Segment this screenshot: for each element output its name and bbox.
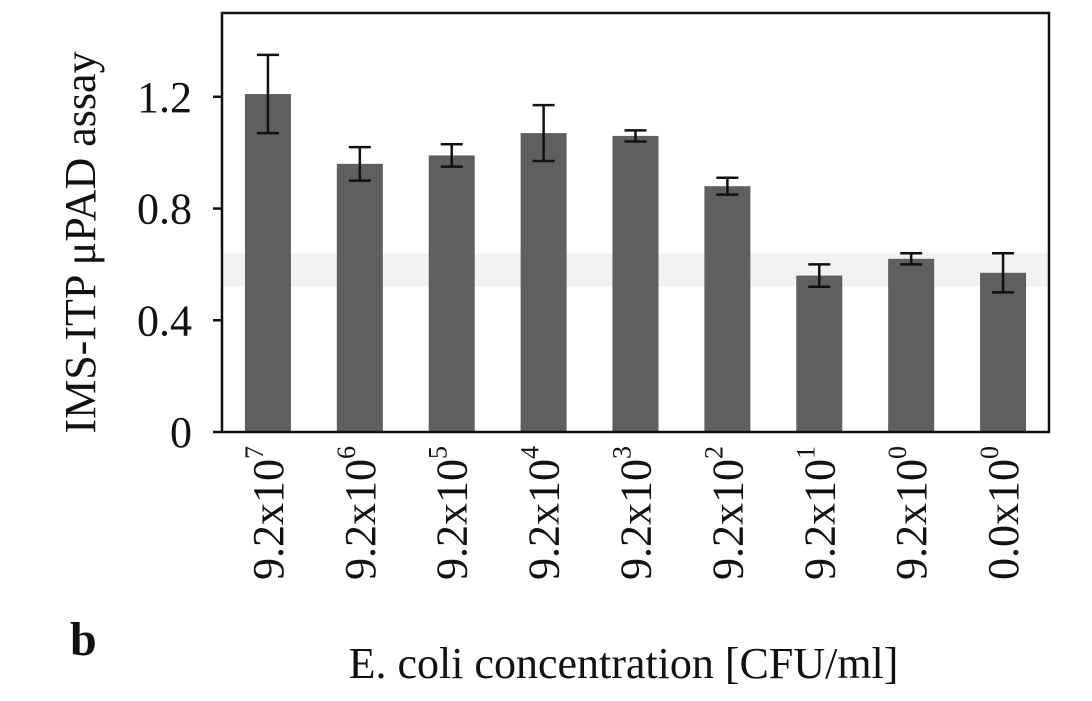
- bar: [796, 275, 843, 432]
- bar: [888, 258, 935, 432]
- y-tick-label: 0.8: [137, 185, 192, 234]
- x-tick-label: 9.2x101: [791, 446, 844, 580]
- error-bar: [716, 176, 739, 196]
- x-tick-label: 9.2x104: [516, 446, 569, 580]
- x-tick-exponent: 0: [975, 446, 1004, 459]
- y-axis-title: IMS-ITP μPAD assay: [56, 51, 105, 433]
- plot-frame: [220, 11, 1051, 434]
- x-tick-exponent: 1: [791, 446, 820, 459]
- bar: [704, 186, 751, 432]
- error-bar: [532, 103, 555, 163]
- x-tick-exponent: 5: [424, 446, 453, 459]
- y-axis: 0 0.4 0.8 1.2: [137, 73, 222, 457]
- x-tick-exponent: 7: [240, 446, 269, 459]
- x-axis: 9.2x1079.2x1069.2x1059.2x1049.2x1039.2x1…: [240, 446, 1028, 580]
- bar: [612, 135, 659, 432]
- x-tick-mantissa: 9.2x10: [520, 459, 569, 580]
- y-tick-label: 0: [170, 408, 192, 457]
- x-tick-mantissa: 9.2x10: [244, 459, 293, 580]
- x-axis-title: E. coli concentration [CFU/ml]: [349, 639, 899, 688]
- x-tick-exponent: 4: [516, 446, 545, 459]
- bar: [520, 133, 567, 432]
- y-tick-label: 1.2: [137, 73, 192, 122]
- x-tick-label: 9.2x106: [332, 446, 385, 580]
- y-tick-label: 0.4: [137, 296, 192, 345]
- x-tick-label: 9.2x102: [699, 446, 752, 580]
- bar: [428, 155, 475, 432]
- x-tick-label: 9.2x107: [240, 446, 293, 580]
- error-bar: [348, 145, 371, 182]
- x-tick-mantissa: 9.2x10: [703, 459, 752, 580]
- error-bar: [256, 53, 279, 135]
- x-tick-exponent: 3: [608, 446, 637, 459]
- x-tick-label: 9.2x103: [608, 446, 661, 580]
- x-tick-mantissa: 9.2x10: [428, 459, 477, 580]
- bar: [244, 94, 291, 433]
- x-tick-mantissa: 9.2x10: [887, 459, 936, 580]
- error-bars-group: [256, 53, 1015, 294]
- error-bar: [624, 129, 647, 143]
- x-tick-exponent: 0: [883, 446, 912, 459]
- x-tick-label: 9.2x100: [883, 446, 936, 580]
- x-tick-mantissa: 0.0x10: [979, 459, 1028, 580]
- x-tick-mantissa: 9.2x10: [336, 459, 385, 580]
- x-tick-label: 0.0x100: [975, 446, 1028, 580]
- bar: [980, 272, 1027, 432]
- error-bar: [808, 263, 831, 288]
- bars-group: [244, 94, 1027, 433]
- x-tick-exponent: 2: [699, 446, 728, 459]
- error-bar: [440, 143, 463, 168]
- x-tick-mantissa: 9.2x10: [612, 459, 661, 580]
- x-tick-label: 9.2x105: [424, 446, 477, 580]
- error-bar: [900, 251, 923, 266]
- x-tick-mantissa: 9.2x10: [795, 459, 844, 580]
- x-tick-exponent: 6: [332, 446, 361, 459]
- panel-label: b: [70, 613, 97, 666]
- error-bar: [992, 251, 1015, 294]
- bar: [336, 163, 383, 432]
